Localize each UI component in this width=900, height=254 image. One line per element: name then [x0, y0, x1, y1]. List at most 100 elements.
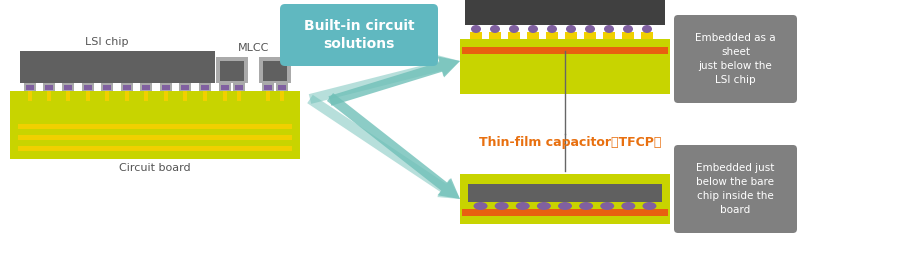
Bar — [125, 91, 129, 101]
Bar — [164, 91, 168, 101]
Text: Thin-film capacitor（TFCP）: Thin-film capacitor（TFCP） — [479, 136, 662, 149]
Bar — [66, 91, 70, 101]
Ellipse shape — [566, 25, 576, 33]
Bar — [121, 83, 133, 91]
Ellipse shape — [547, 25, 557, 33]
Ellipse shape — [509, 25, 519, 33]
Bar — [622, 32, 634, 39]
Bar — [144, 91, 148, 101]
Polygon shape — [327, 93, 460, 199]
Bar — [24, 83, 36, 91]
Bar — [266, 91, 270, 101]
Ellipse shape — [528, 25, 538, 33]
Ellipse shape — [604, 25, 614, 33]
Bar — [465, 0, 665, 25]
Bar — [43, 83, 55, 91]
Ellipse shape — [537, 202, 551, 210]
Bar — [183, 91, 187, 101]
Ellipse shape — [558, 202, 572, 210]
Bar — [162, 85, 170, 90]
Text: Embedded as a
sheet
just below the
LSI chip: Embedded as a sheet just below the LSI c… — [695, 33, 776, 85]
Bar — [508, 32, 520, 39]
Ellipse shape — [623, 25, 633, 33]
Bar — [62, 83, 74, 91]
Bar — [460, 39, 670, 94]
Text: Circuit board: Circuit board — [119, 163, 191, 173]
Polygon shape — [328, 56, 460, 106]
Bar — [468, 184, 662, 202]
Bar — [142, 85, 150, 90]
Bar — [462, 209, 668, 216]
Bar — [220, 61, 244, 81]
Bar — [103, 85, 111, 90]
Text: Built-in circuit
solutions: Built-in circuit solutions — [303, 19, 414, 51]
Ellipse shape — [473, 202, 488, 210]
Bar — [262, 83, 274, 91]
Bar — [45, 85, 53, 90]
Bar — [280, 91, 284, 101]
Ellipse shape — [495, 202, 508, 210]
Bar — [101, 83, 113, 91]
Bar — [462, 47, 668, 54]
Bar — [203, 91, 207, 101]
Bar — [105, 91, 109, 101]
Bar — [470, 32, 482, 39]
FancyBboxPatch shape — [674, 145, 797, 233]
Bar — [160, 83, 172, 91]
Bar — [84, 85, 92, 90]
Bar — [181, 85, 189, 90]
Bar — [20, 51, 215, 83]
Bar — [28, 91, 32, 101]
Bar — [584, 32, 596, 39]
Ellipse shape — [579, 202, 593, 210]
Bar — [237, 91, 241, 101]
Bar — [233, 83, 245, 91]
Bar — [140, 83, 152, 91]
Bar — [64, 85, 72, 90]
Bar — [199, 83, 211, 91]
Bar — [123, 85, 131, 90]
Polygon shape — [307, 95, 460, 199]
Bar — [223, 91, 227, 101]
Bar — [47, 91, 51, 101]
Bar — [546, 32, 558, 39]
Bar — [201, 85, 209, 90]
Ellipse shape — [642, 25, 652, 33]
FancyBboxPatch shape — [674, 15, 797, 103]
Bar — [259, 57, 291, 83]
Bar — [278, 85, 286, 90]
Ellipse shape — [643, 202, 656, 210]
Bar — [10, 91, 300, 159]
Bar — [460, 174, 670, 224]
Bar — [263, 61, 287, 81]
Bar — [18, 135, 292, 140]
Bar — [565, 32, 577, 39]
Bar — [82, 83, 94, 91]
Bar — [86, 91, 90, 101]
Text: LSI chip: LSI chip — [86, 37, 129, 47]
Text: Embedded just
below the bare
chip inside the
board: Embedded just below the bare chip inside… — [697, 163, 775, 215]
Bar — [235, 85, 243, 90]
Bar — [26, 85, 34, 90]
Bar — [276, 83, 288, 91]
Ellipse shape — [471, 25, 481, 33]
Bar — [18, 124, 292, 129]
Ellipse shape — [621, 202, 635, 210]
FancyBboxPatch shape — [280, 4, 438, 66]
Bar — [219, 83, 231, 91]
Bar — [641, 32, 653, 39]
Ellipse shape — [490, 25, 500, 33]
Bar — [216, 57, 248, 83]
Ellipse shape — [585, 25, 595, 33]
Bar — [489, 32, 501, 39]
Bar — [527, 32, 539, 39]
Bar — [18, 146, 292, 151]
Bar — [603, 32, 615, 39]
Bar — [264, 85, 272, 90]
Polygon shape — [309, 55, 460, 104]
Text: MLCC: MLCC — [238, 43, 270, 53]
Bar — [179, 83, 191, 91]
Ellipse shape — [516, 202, 530, 210]
Bar — [221, 85, 229, 90]
Ellipse shape — [600, 202, 614, 210]
